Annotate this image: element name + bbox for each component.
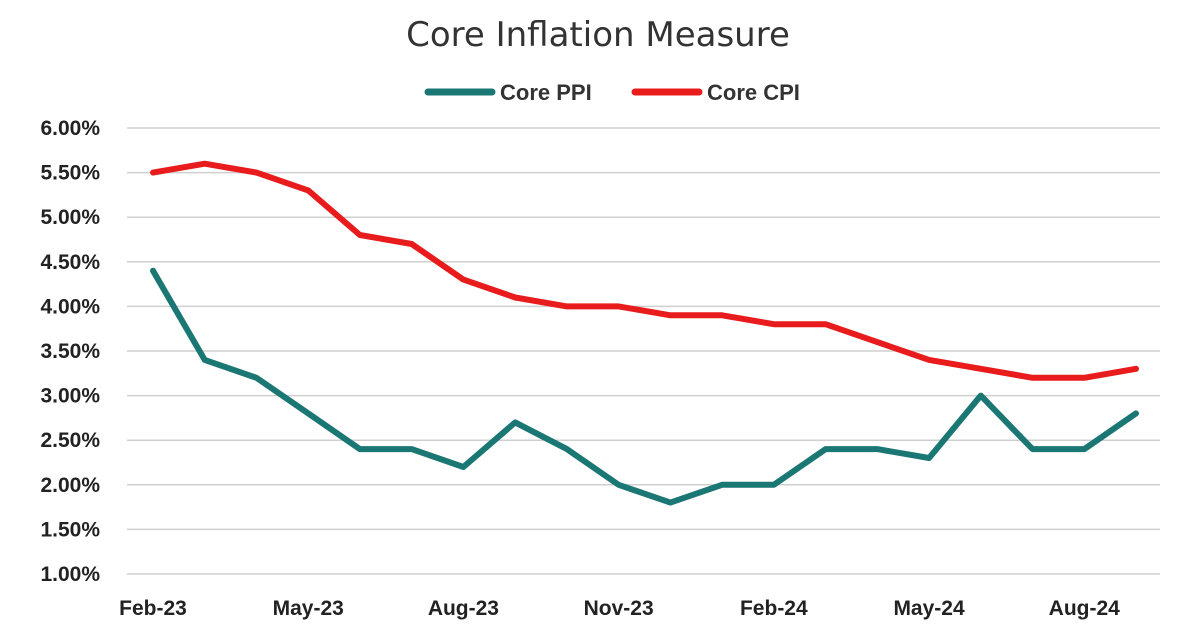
y-tick-label: 2.50%	[40, 429, 100, 452]
x-tick-label: Nov-23	[584, 597, 654, 620]
series-line-core-cpi	[150, 160, 1139, 381]
legend-label-core-ppi: Core PPI	[500, 80, 592, 105]
x-tick-label: Feb-24	[740, 597, 808, 620]
y-axis: 1.00% 1.50% 2.00% 2.50% 3.00% 3.50% 4.00% 4.50%…	[40, 117, 100, 586]
y-tick-label: 3.00%	[40, 385, 100, 408]
y-tick-label: 5.50%	[40, 162, 100, 185]
series-group	[150, 160, 1139, 506]
series-line-core-ppi	[150, 267, 1139, 506]
x-tick-label: Feb-23	[119, 597, 187, 620]
y-tick-label: 4.00%	[40, 295, 100, 318]
chart-title: Core Inflation Measure	[406, 15, 790, 55]
x-tick-label: May-23	[273, 597, 344, 620]
gridlines	[127, 127, 1160, 575]
y-tick-label: 4.50%	[40, 251, 100, 274]
y-tick-label: 1.50%	[40, 518, 100, 541]
y-tick-label: 6.00%	[40, 117, 100, 140]
y-tick-label: 2.00%	[40, 474, 100, 497]
x-tick-label: May-24	[893, 597, 965, 620]
y-tick-label: 1.00%	[40, 563, 100, 586]
x-axis: Feb-23 May-23 Aug-23 Nov-23 Feb-24 May-24 Aug-…	[119, 597, 1120, 620]
legend-label-core-cpi: Core CPI	[707, 80, 800, 105]
x-tick-label: Aug-24	[1049, 597, 1120, 620]
y-tick-label: 3.50%	[40, 340, 100, 363]
y-tick-label: 5.00%	[40, 206, 100, 229]
legend: Core PPI Core CPI	[424, 80, 800, 105]
x-tick-label: Aug-23	[428, 597, 499, 620]
